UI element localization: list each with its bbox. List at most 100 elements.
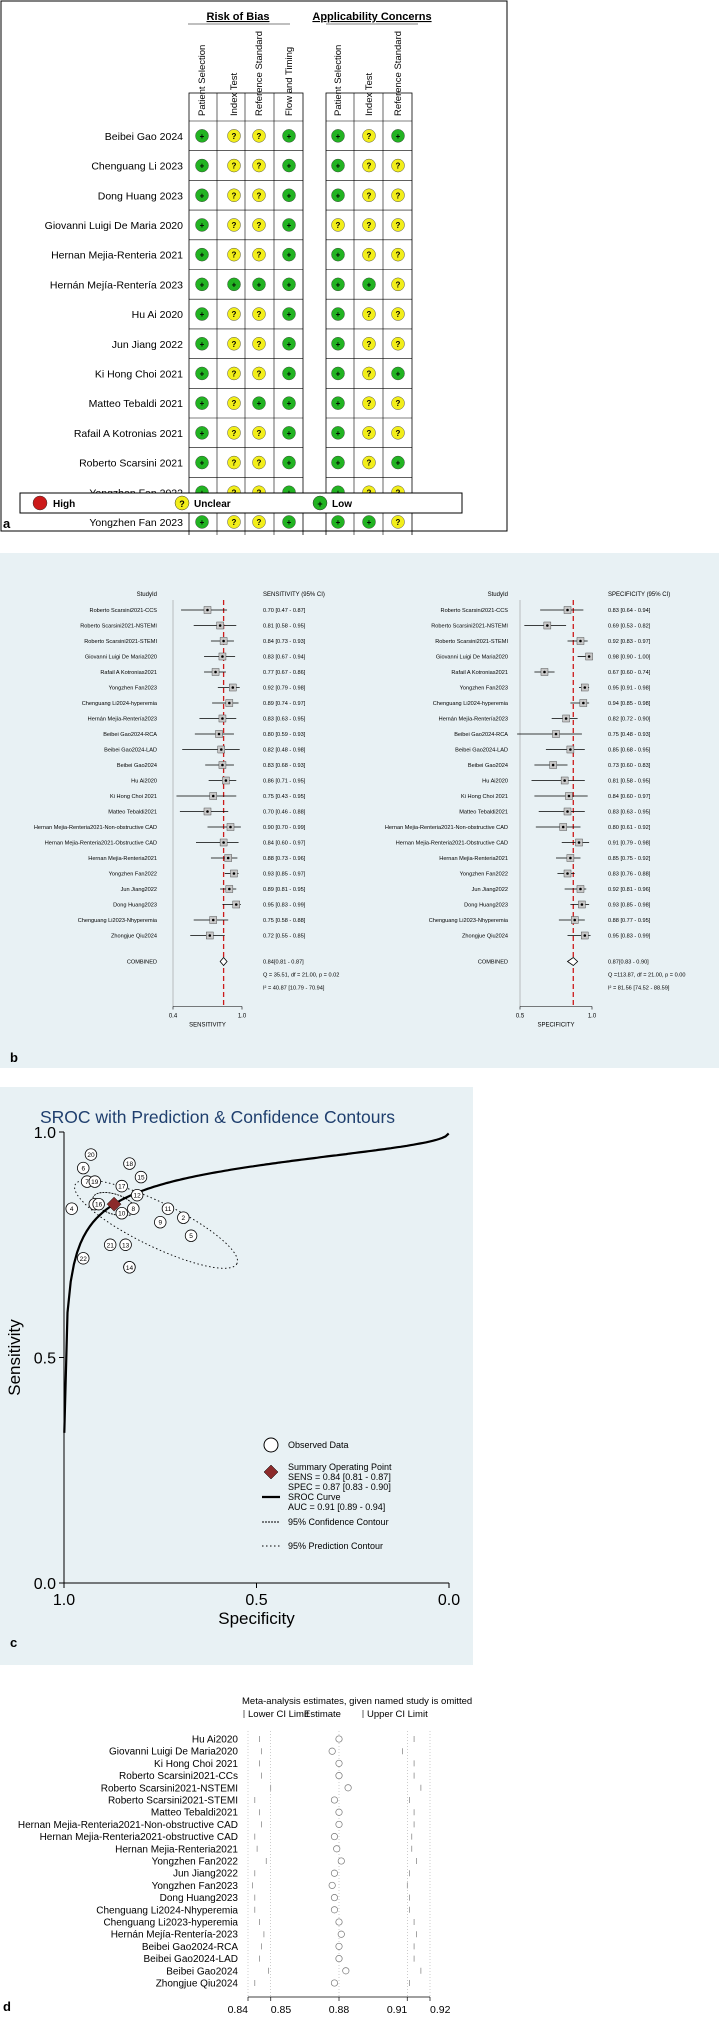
forest-ci-label: 0.92 [0.83 - 0.97] xyxy=(608,639,651,645)
unclear-risk-icon xyxy=(252,515,266,529)
app-symbol: + xyxy=(396,132,401,141)
forest-ci-label: 0.93 [0.85 - 0.97] xyxy=(263,872,306,878)
unclear-legend-label: Unclear xyxy=(194,499,231,510)
leave-one-out-chart: Meta-analysis estimates, given named stu… xyxy=(18,1696,472,2016)
forest-point-dot xyxy=(211,794,215,798)
rob-domain-header: Reference Standard xyxy=(254,31,265,116)
low-concern-icon xyxy=(331,366,345,381)
low-legend-symbol: + xyxy=(317,499,322,509)
loo-estimate-point xyxy=(330,1894,339,1902)
forest-combined-diamond xyxy=(566,956,579,967)
forest-study-label: Beibei Gao2024-RCA xyxy=(454,732,508,738)
panel-label-b: b xyxy=(10,1050,18,1065)
unclear-concern-icon xyxy=(391,426,405,440)
loo-study-label: Yongzhen Fan2022 xyxy=(152,1857,239,1868)
unclear-risk-icon xyxy=(252,158,266,173)
sroc-point-label: 9 xyxy=(158,1220,162,1227)
low-risk-icon xyxy=(282,158,296,173)
low-concern-icon xyxy=(391,129,405,143)
loo-study-label: Matteo Tebaldi2021 xyxy=(151,1808,239,1819)
loo-study-label: Roberto Scarsini2021-CCs xyxy=(119,1771,238,1782)
rob-symbol: + xyxy=(257,280,262,289)
app-symbol: ? xyxy=(336,221,341,230)
rob-symbol: + xyxy=(200,310,205,319)
rob-symbol: ? xyxy=(257,340,262,349)
legend-sens-text: SENS = 0.84 [0.81 - 0.87] xyxy=(288,1472,391,1482)
rob-symbol: + xyxy=(287,251,292,260)
forest-study-label: Ki Hong Choi 2021 xyxy=(461,794,508,800)
loo-estimate-point xyxy=(335,1759,343,1767)
rob-study-name: Giovanni Luigi De Maria 2020 xyxy=(45,220,183,232)
rob-symbol: + xyxy=(287,191,292,200)
low-risk-icon xyxy=(282,366,296,381)
forest-point-dot xyxy=(579,887,582,891)
forest-x-tick-label: 1.0 xyxy=(588,1014,597,1020)
low-concern-icon xyxy=(331,337,345,351)
unclear-risk-icon xyxy=(252,247,266,262)
rob-symbol: ? xyxy=(232,459,237,468)
forest-point-dot xyxy=(543,670,546,674)
forest-ci-label: 0.89 [0.74 - 0.97] xyxy=(263,701,306,707)
rob-domain-header: Flow and Timing xyxy=(284,47,295,116)
unclear-risk-icon xyxy=(227,337,241,351)
panel-label-d: d xyxy=(3,1999,11,2014)
rob-symbol: + xyxy=(287,429,292,438)
forest-point-dot xyxy=(561,825,565,829)
low-legend-label: Low xyxy=(332,499,352,510)
low-risk-icon xyxy=(195,247,209,262)
forest-ci-label: 0.84 [0.60 - 0.97] xyxy=(608,794,651,800)
forest-ci-label: 0.85 [0.75 - 0.92] xyxy=(608,856,651,862)
legend-confidence-label: 95% Confidence Contour xyxy=(288,1517,389,1527)
unclear-concern-icon xyxy=(391,218,405,232)
forest-sens-header: SENSITIVITY (95% CI) xyxy=(263,592,325,598)
loo-estimate-point xyxy=(335,1808,343,1816)
sroc-point-label: 8 xyxy=(131,1206,135,1213)
loo-estimate-point xyxy=(330,1796,339,1804)
app-symbol: ? xyxy=(367,251,372,260)
forest-point-dot xyxy=(566,810,569,813)
sroc-point-label: 12 xyxy=(134,1193,142,1200)
rob-study-name: Hu Ai 2020 xyxy=(132,309,184,321)
rob-symbol: ? xyxy=(232,399,237,408)
forest-point-dot xyxy=(206,810,209,813)
loo-study-label: Chenguang Li2023-hyperemia xyxy=(103,1918,238,1929)
sroc-observed-point xyxy=(115,1179,128,1193)
low-risk-icon xyxy=(195,396,209,410)
low-risk-icon xyxy=(282,277,296,292)
rob-study-name: Ki Hong Choi 2021 xyxy=(95,368,183,380)
forest-x-tick-label: 0.5 xyxy=(516,1014,525,1020)
loo-study-label: Zhongjue Qiu2024 xyxy=(156,1979,239,1990)
sroc-observed-point xyxy=(154,1215,167,1229)
legend-summary-icon xyxy=(263,1464,279,1480)
loo-study-label: Dong Huang2023 xyxy=(160,1893,239,1904)
unclear-concern-icon xyxy=(391,158,405,173)
forest-study-label: Matteo Tebaldi2021 xyxy=(459,810,508,816)
forest-plot-panel: StudyId StudyId SENSITIVITY (95% CI) SPE… xyxy=(0,553,719,1068)
sroc-observed-point xyxy=(65,1202,78,1215)
rob-symbol: ? xyxy=(257,132,262,141)
forest-point-dot xyxy=(551,763,555,767)
rob-symbol: ? xyxy=(257,251,262,260)
loo-study-label: Yongzhen Fan2023 xyxy=(152,1881,239,1892)
forest-ci-label: 0.85 [0.68 - 0.95] xyxy=(608,748,651,754)
low-concern-icon xyxy=(331,188,345,202)
forest-point-dot xyxy=(228,887,231,891)
app-symbol: + xyxy=(336,340,341,349)
app-domain-header: Index Test xyxy=(364,73,375,116)
low-risk-icon xyxy=(252,277,266,292)
forest-study-label: Chenguang Li2023-Nhyperemia xyxy=(429,918,509,924)
low-legend-icon xyxy=(312,495,328,511)
forest-ci-label: 0.77 [0.67 - 0.86] xyxy=(263,670,306,676)
rob-symbol: + xyxy=(200,251,205,260)
unclear-risk-icon xyxy=(227,455,241,470)
forest-ci-label: 0.75 [0.43 - 0.95] xyxy=(263,794,306,800)
loo-estimate-point xyxy=(342,1967,350,1975)
unclear-risk-icon xyxy=(252,129,266,143)
forest-point-dot xyxy=(232,872,236,875)
forest-heterogeneity-i2: I² = 40.87 [10.79 - 70.94] xyxy=(263,986,325,992)
unclear-concern-icon xyxy=(391,307,405,321)
rob-study-name: Hernán Mejía-Rentería 2023 xyxy=(50,279,183,291)
forest-point-dot xyxy=(208,934,212,937)
forest-study-label: Yongzhen Fan2023 xyxy=(109,686,157,692)
unclear-concern-icon xyxy=(362,129,376,143)
